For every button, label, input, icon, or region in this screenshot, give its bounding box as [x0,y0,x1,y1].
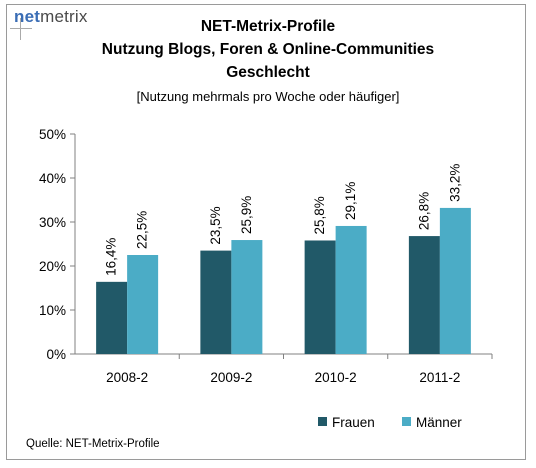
y-tick-label: 0% [46,347,66,362]
data-label: 22,5% [135,211,150,249]
x-tick-label: 2008-2 [106,370,148,385]
x-tick-label: 2011-2 [419,370,460,385]
bar-frauen [96,281,128,354]
legend-label: Männer [416,415,462,430]
y-tick-label: 10% [39,303,66,318]
bar-maenner [335,225,367,354]
bar-maenner [127,255,159,354]
chart-frame [6,4,526,460]
data-label: 29,1% [343,182,358,220]
data-label: 23,5% [208,206,223,244]
data-label: 25,9% [239,196,254,234]
y-tick-label: 40% [39,171,66,186]
netmetrix-logo: netmetrix [14,7,88,27]
bar-maenner [439,207,471,354]
y-tick-label: 50% [39,127,66,142]
x-tick-label: 2009-2 [210,370,252,385]
legend-swatch-maenner [402,417,411,426]
legend-swatch-frauen [318,417,327,426]
y-tick-label: 30% [39,215,66,230]
data-label: 25,8% [312,196,327,234]
data-label: 16,4% [104,238,119,276]
bar-frauen [200,250,232,354]
data-label: 33,2% [447,164,462,202]
data-label: 26,8% [416,192,431,230]
logo-net-text: net [14,7,41,26]
legend-label: Frauen [332,415,375,430]
bar-maenner [231,240,263,354]
logo-metrix-text: metrix [40,7,88,26]
bar-frauen [408,236,440,354]
bar-frauen [304,240,336,354]
chart-title-line-3: Geschlecht [226,64,310,81]
y-tick-label: 20% [39,259,66,274]
x-tick-label: 2010-2 [315,370,357,385]
chart-subtitle: [Nutzung mehrmals pro Woche oder häufige… [136,89,400,104]
chart-title-line-1: NET-Metrix-Profile [200,18,336,35]
chart-title-line-2: Nutzung Blogs, Foren & Online-Communitie… [101,41,435,58]
crosshair-logo-mark [10,18,32,40]
source-note: Quelle: NET-Metrix-Profile [26,438,160,450]
